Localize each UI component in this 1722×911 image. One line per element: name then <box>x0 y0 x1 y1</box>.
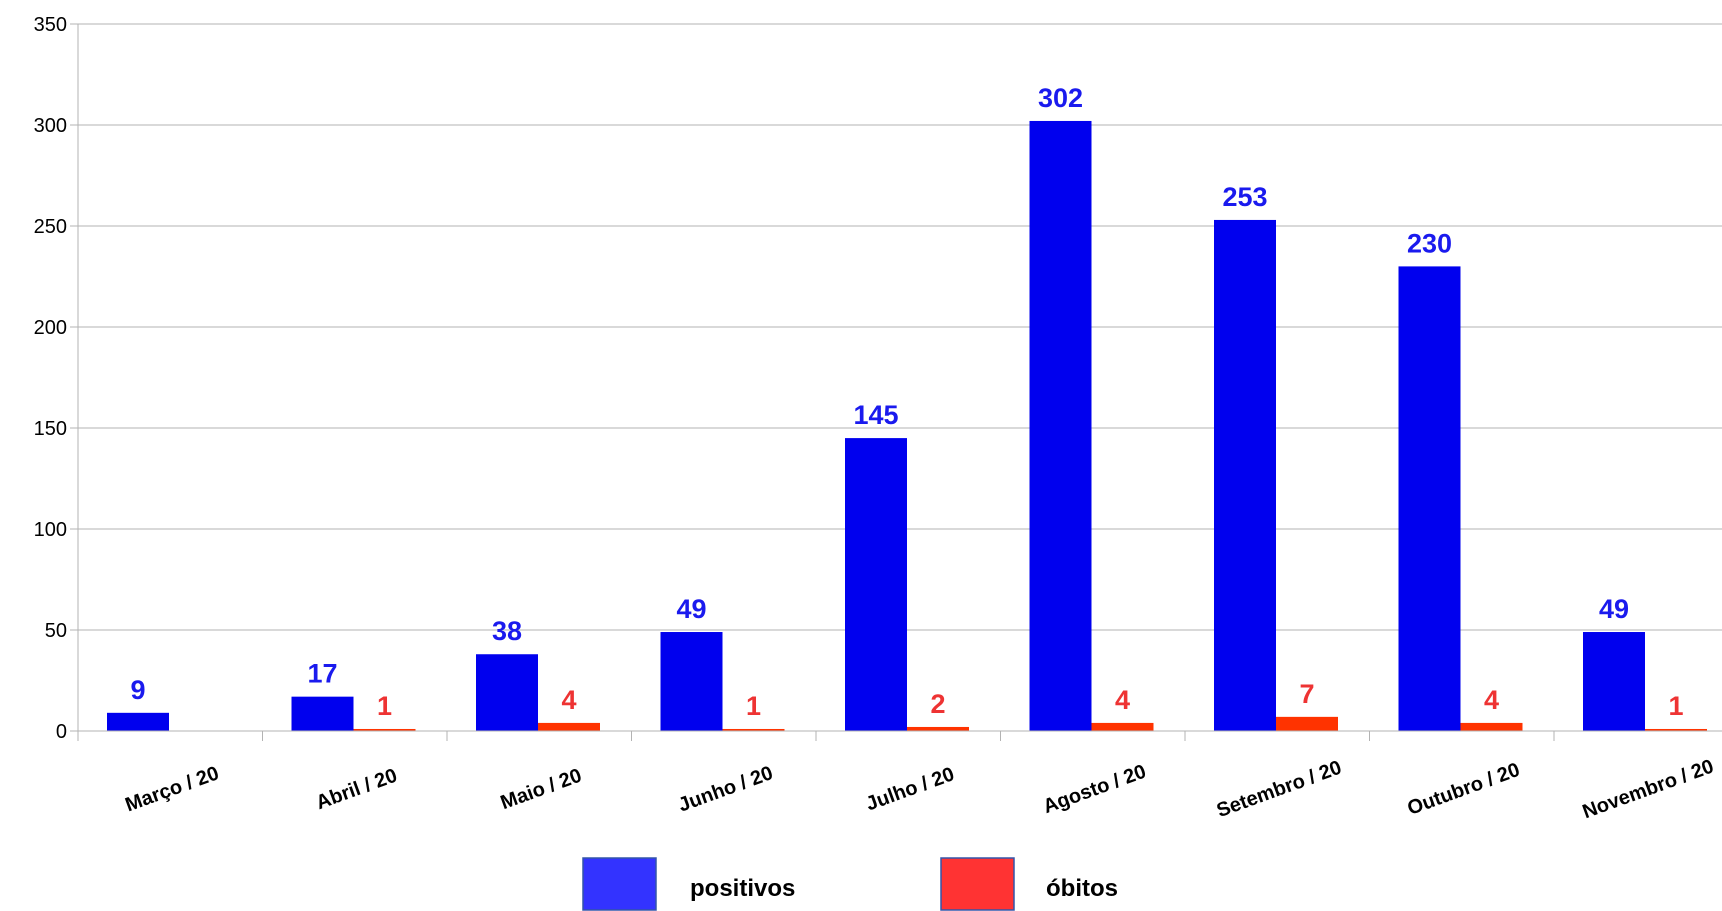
data-label-obitos: 1 <box>1668 691 1683 721</box>
y-tick-label: 100 <box>34 519 67 541</box>
data-label-obitos: 4 <box>1484 685 1499 715</box>
data-label-obitos: 4 <box>1115 685 1130 715</box>
x-tick-label: Setembro / 20 <box>1214 757 1345 823</box>
axes <box>77 24 1722 741</box>
y-axis-ticks: 0 50 100 150 200 250 300 350 <box>34 14 78 743</box>
bar-positivos <box>476 654 538 731</box>
bar-positivos <box>1029 120 1092 731</box>
legend-swatch-obitos <box>940 857 1015 911</box>
x-tick-label: Julho / 20 <box>863 763 957 815</box>
legend-swatch-positivos <box>582 857 657 911</box>
data-label-positivos: 253 <box>1222 182 1267 212</box>
data-label-positivos: 145 <box>853 400 898 430</box>
x-tick-label: Maio / 20 <box>498 765 585 815</box>
bar-positivos <box>107 712 169 731</box>
data-label-obitos: 2 <box>930 689 945 719</box>
bar-obitos <box>722 728 785 731</box>
bars <box>107 120 1707 731</box>
bar-positivos <box>660 632 723 731</box>
data-label-positivos: 230 <box>1407 228 1452 258</box>
legend: positivos óbitos <box>582 857 1118 911</box>
y-tick-label: 300 <box>34 115 67 137</box>
data-label-positivos: 38 <box>492 616 522 646</box>
bar-obitos <box>538 722 600 731</box>
data-label-positivos: 302 <box>1038 83 1083 113</box>
bar-obitos <box>1276 716 1338 731</box>
x-tick-label: Outubro / 20 <box>1405 759 1523 820</box>
x-tick-label: Abril / 20 <box>313 765 400 815</box>
bar-obitos <box>1460 722 1523 731</box>
bar-positivos <box>1398 266 1461 731</box>
data-label-obitos: 1 <box>377 691 392 721</box>
data-label-positivos: 9 <box>130 675 145 705</box>
data-label-obitos: 4 <box>561 685 576 715</box>
x-tick-label: Junho / 20 <box>675 762 775 817</box>
data-label-obitos: 1 <box>746 691 761 721</box>
data-labels: 9 17 38 49 145 302 253 230 49 1 4 1 2 4 7 4 1 <box>130 83 1683 721</box>
category-labels: Março / 20 Abril / 20 Maio / 20 Junho / 20 J… <box>122 755 1716 823</box>
bar-positivos <box>845 438 907 731</box>
data-label-positivos: 49 <box>1599 594 1629 624</box>
data-label-positivos: 49 <box>676 594 706 624</box>
y-tick-label: 250 <box>34 216 67 238</box>
y-tick-label: 350 <box>34 14 67 36</box>
y-tick-label: 0 <box>56 721 67 743</box>
data-label-obitos: 7 <box>1299 679 1314 709</box>
bar-obitos <box>907 726 969 731</box>
legend-label-positivos: positivos <box>690 875 795 902</box>
bar-obitos <box>353 728 416 731</box>
bar-positivos <box>1214 219 1276 731</box>
bar-positivos <box>1583 632 1645 731</box>
bar-obitos <box>1091 722 1154 731</box>
y-tick-label: 200 <box>34 317 67 339</box>
data-label-positivos: 17 <box>307 659 337 689</box>
grid-lines <box>78 23 1722 631</box>
x-tick-label: Março / 20 <box>122 762 221 816</box>
bar-positivos <box>291 696 354 731</box>
x-tick-label: Novembro / 20 <box>1580 755 1717 823</box>
y-tick-label: 150 <box>34 418 67 440</box>
y-tick-label: 50 <box>45 620 67 642</box>
x-tick-label: Agosto / 20 <box>1040 761 1149 819</box>
legend-label-obitos: óbitos <box>1046 875 1118 902</box>
bar-obitos <box>1645 728 1707 731</box>
